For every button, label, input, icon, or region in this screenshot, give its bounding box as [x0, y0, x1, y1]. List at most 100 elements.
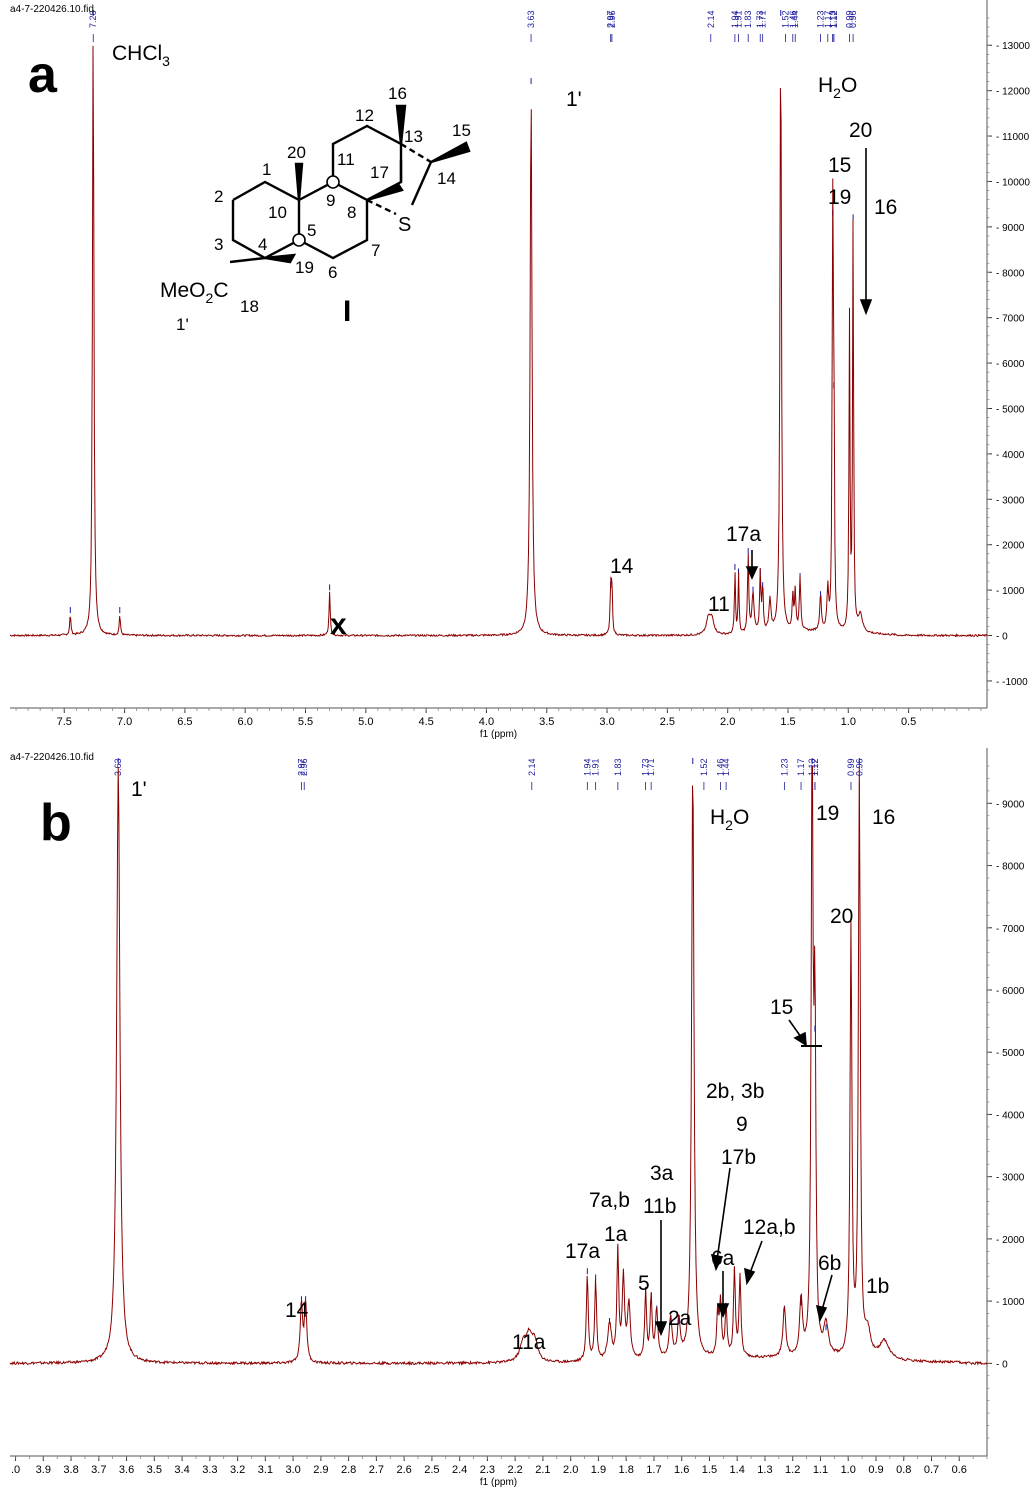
- label-19-a: 19: [828, 186, 851, 209]
- svg-text:1.12: 1.12: [829, 10, 839, 28]
- atom-20: 20: [287, 143, 306, 162]
- y-tick-label: - 7000: [996, 314, 1025, 325]
- atom-15: 15: [452, 121, 471, 140]
- x-tick-label: 2.5: [424, 1464, 439, 1476]
- label-11b-b: 11b: [643, 1195, 676, 1218]
- svg-text:1.94: 1.94: [582, 758, 592, 776]
- x-tick-label: 2.4: [452, 1464, 467, 1476]
- x-axis-title: f1 (ppm): [480, 1477, 517, 1488]
- atom-14: 14: [437, 169, 456, 188]
- svg-text:1.12: 1.12: [810, 758, 820, 776]
- peak-label: 1.71: [646, 758, 656, 790]
- svg-text:1.17: 1.17: [796, 758, 806, 776]
- x-tick-label: 2.8: [341, 1464, 356, 1476]
- y-tick-label: - 5000: [996, 404, 1025, 415]
- svg-text:7.26: 7.26: [88, 10, 98, 28]
- svg-text:1.91: 1.91: [591, 758, 601, 776]
- svg-text:0.96: 0.96: [848, 10, 858, 28]
- peak-label: 1.91: [591, 758, 601, 790]
- x-tick-label: 3.6: [119, 1464, 134, 1476]
- label-9-b: 9: [736, 1113, 748, 1136]
- atom-5: 5: [307, 221, 316, 240]
- x-tick-label: 3.3: [202, 1464, 217, 1476]
- y-tick-label: - 10000: [996, 177, 1030, 188]
- y-tick-label: - 1000: [996, 586, 1025, 597]
- peak-label: 2.97: [296, 758, 306, 790]
- svg-text:2.97: 2.97: [296, 758, 306, 776]
- y-tick-label: - 2000: [996, 541, 1025, 552]
- annotations-b: 1' H2O 19 16 20 15 14 11a 17a 7a,b 1a 5 …: [131, 778, 895, 1354]
- x-tick-label: 3.8: [63, 1464, 78, 1476]
- x-tick-label: 1.4: [730, 1464, 745, 1476]
- svg-text:1.71: 1.71: [646, 758, 656, 776]
- x-tick-label: 5.0: [358, 716, 373, 728]
- x-tick-label: 4.0: [479, 716, 494, 728]
- peak-label: 1.83: [743, 10, 753, 42]
- x-tick-label: 2.6: [396, 1464, 411, 1476]
- atom-3: 3: [214, 235, 223, 254]
- x-tick-label: 3.0: [599, 716, 614, 728]
- atom-16: 16: [388, 84, 407, 103]
- peak-label: 7.26: [88, 10, 98, 42]
- x-tick-label: 2.5: [660, 716, 675, 728]
- peak-label: 1.52: [699, 758, 709, 790]
- x-tick-label: 7.0: [117, 716, 132, 728]
- label-17a-b: 17a: [565, 1240, 600, 1263]
- peak-label: 1.71: [758, 10, 768, 42]
- impurity-mark: x: [330, 608, 347, 641]
- peak-label: 1.94: [582, 758, 592, 790]
- x-tick-label: 0.8: [896, 1464, 911, 1476]
- x-tick-label: 1.3: [757, 1464, 772, 1476]
- svg-text:1.44: 1.44: [721, 758, 731, 776]
- label-1b-b: 1b: [866, 1275, 889, 1298]
- y-tick-label: - 4000: [996, 450, 1025, 461]
- peak-label: 1.17: [823, 10, 833, 42]
- x-tick-label: 1.5: [702, 1464, 717, 1476]
- svg-text:1.46: 1.46: [788, 10, 798, 28]
- svg-text:1.13: 1.13: [828, 10, 838, 28]
- svg-text:2.96: 2.96: [299, 758, 309, 776]
- spectrum-trace-a: [9, 45, 988, 638]
- y-tick-label: - -1000: [996, 677, 1028, 688]
- label-20-b: 20: [830, 905, 853, 928]
- label-1a-b: 1a: [604, 1223, 628, 1246]
- file-id-a: a4-7-220426.10.fid: [10, 4, 94, 15]
- label-2a-b: 2a: [668, 1307, 692, 1330]
- label-17a-a: 17a: [726, 523, 761, 546]
- peak-label: 1.12: [829, 10, 839, 42]
- svg-text:1.17: 1.17: [823, 10, 833, 28]
- peak-label: 1.23: [816, 10, 826, 42]
- label-11a-b: 11a: [512, 1331, 546, 1354]
- svg-text:0.99: 0.99: [846, 758, 856, 776]
- water-label-a: H2O: [818, 74, 857, 101]
- peak-label: 2.14: [706, 10, 716, 42]
- water-label-b: H2O: [710, 806, 749, 833]
- svg-text:2.96: 2.96: [607, 10, 617, 28]
- y-tick-label: - 8000: [996, 862, 1025, 873]
- y-tick-label: - 3000: [996, 1173, 1025, 1184]
- svg-text:1.52: 1.52: [781, 10, 791, 28]
- x-tick-label: 2.0: [720, 716, 735, 728]
- peak-label: 3.63: [526, 10, 536, 42]
- sulfur-atom: S: [398, 214, 411, 236]
- peak-label: 1.44: [721, 758, 731, 790]
- chemical-structure: [229, 104, 471, 264]
- peak-labels-b: 3.63 2.972.96 2.14 1.941.91 1.83 1.731.71 1.52…: [113, 758, 864, 790]
- x-tick-label: 0.9: [868, 1464, 883, 1476]
- label-1prime-a: 1': [566, 88, 582, 111]
- x-axis-title: f1 (ppm): [480, 729, 517, 740]
- atom-18: 18: [240, 297, 259, 316]
- spectrum-panel-a: 7.26 3.63 2.97 2.96 2.14 1.94 1.91 1.83 1.73 1.71…: [9, 0, 1030, 740]
- atom-19: 19: [295, 258, 314, 277]
- x-tick-label: 1.0: [841, 716, 856, 728]
- x-tick-label: 1.9: [591, 1464, 606, 1476]
- peak-label: 2.96: [299, 758, 309, 790]
- label-20-a: 20: [849, 119, 872, 142]
- peak-label: 1.46: [788, 10, 798, 42]
- annotations-a: CHCl3 H2O 1' 14 11 17a 20 15 19 16 x: [112, 42, 897, 641]
- x-tick-label: 2.3: [480, 1464, 495, 1476]
- x-tick-label: 0.7: [924, 1464, 939, 1476]
- y-tick-label: - 1000: [996, 1297, 1025, 1308]
- svg-text:1.44: 1.44: [790, 10, 800, 28]
- x-tick-label: 2.9: [313, 1464, 328, 1476]
